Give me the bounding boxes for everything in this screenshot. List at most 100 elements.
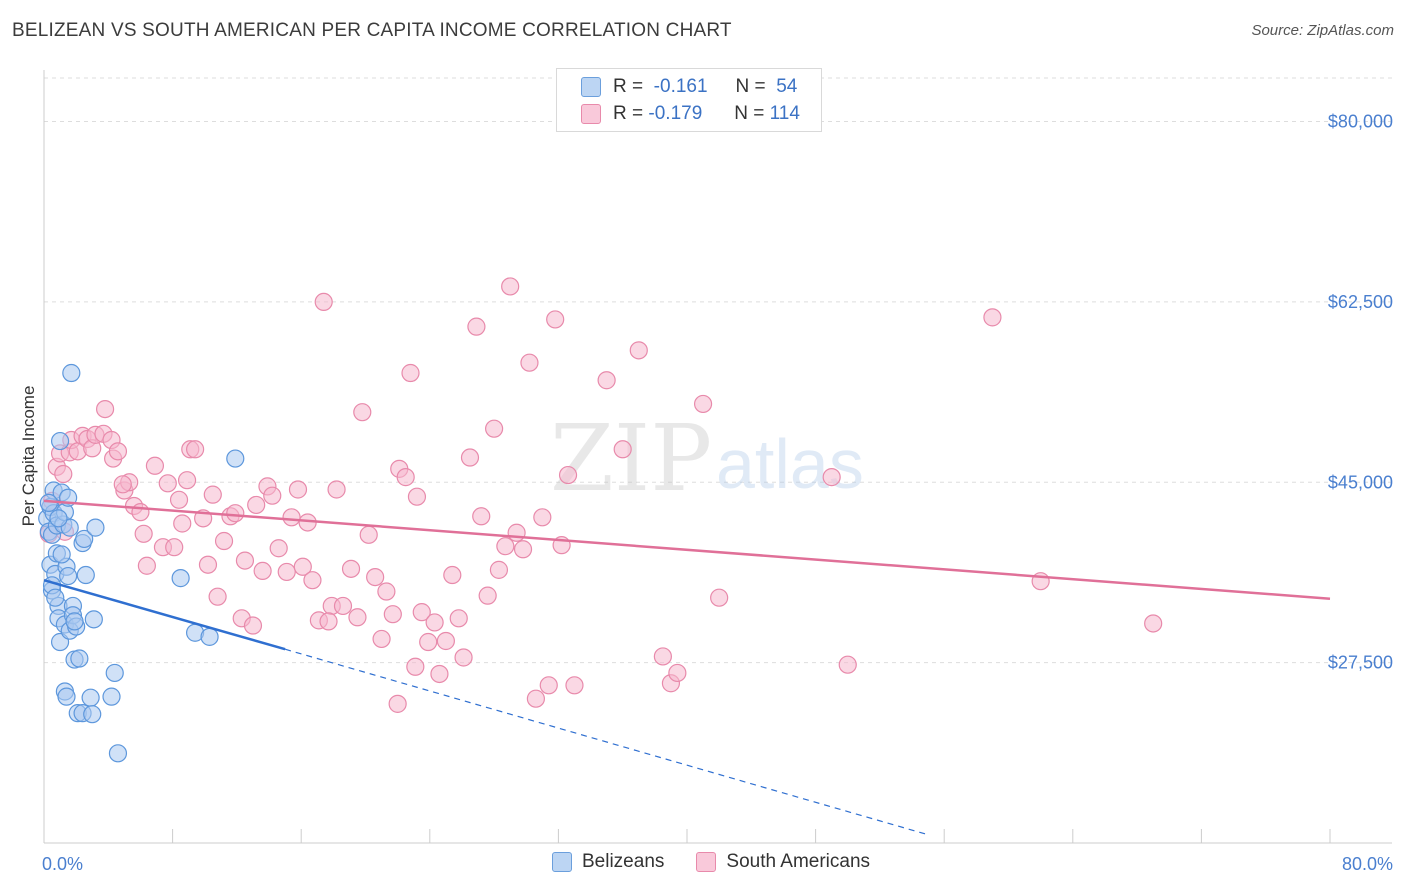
belizeans-point (105, 663, 124, 683)
series-legend-south-americans[interactable]: South Americans (696, 851, 870, 873)
belizeans-point (50, 431, 70, 451)
watermark-zip: ZIP (550, 405, 712, 512)
south-americans-point (653, 647, 672, 666)
south-americans-point (226, 504, 245, 523)
south-americans-point (613, 440, 632, 459)
belizeans-point (86, 518, 105, 537)
belizeans-point (59, 566, 78, 586)
south-americans-point (269, 539, 288, 558)
south-americans-point (539, 676, 558, 695)
south-americans-trend-line (43, 499, 1331, 600)
south-americans-point (293, 557, 312, 576)
belizeans-swatch (552, 852, 572, 872)
south-americans-point (443, 565, 462, 585)
legend-n-label: N = (734, 103, 765, 124)
belizeans-point (171, 569, 190, 588)
y-tick-labels: $27,500 $45,000 $62,500 $80,000 (1328, 112, 1393, 673)
belizeans-point (102, 687, 121, 706)
south-americans-point (513, 540, 533, 559)
belizeans-point (81, 688, 100, 707)
south-americans-point (533, 508, 552, 527)
belizeans-point (62, 363, 81, 383)
south-americans-point (546, 310, 565, 329)
south-americans-point (558, 465, 578, 485)
south-americans-point (478, 586, 497, 605)
legend-row-south-americans: R = -0.179 N = 114 (581, 101, 800, 127)
legend-n-value: 114 (769, 103, 800, 124)
south-americans-point (303, 571, 322, 590)
south-americans-point (388, 694, 407, 713)
belizeans-point (226, 449, 245, 468)
south-americans-point (341, 559, 361, 578)
belizeans-trend-extension (284, 648, 929, 836)
belizeans-point (83, 705, 102, 724)
south-americans-point (430, 664, 449, 684)
south-americans-point (501, 277, 520, 296)
south-americans-point (597, 371, 616, 390)
south-americans-point (208, 587, 227, 606)
south-americans-point (526, 689, 545, 708)
south-americans-point (54, 464, 73, 484)
south-americans-point (359, 525, 378, 544)
south-americans-point (983, 308, 1002, 327)
belizeans-point (76, 565, 95, 585)
south-americans-point (353, 403, 372, 422)
south-americans-point (214, 531, 234, 551)
south-americans-point (449, 609, 468, 628)
belizeans-point (84, 610, 103, 629)
belizeans-point (49, 509, 68, 528)
south-americans-point (108, 442, 128, 461)
legend-n-value: 54 (776, 76, 798, 97)
y-axis-label: Per Capita Income (19, 386, 38, 527)
south-americans-point (186, 440, 205, 459)
belizeans-point (57, 687, 76, 706)
chart-title: BELIZEAN VS SOUTH AMERICAN PER CAPITA IN… (12, 20, 732, 41)
legend-r-value: -0.161 (653, 76, 708, 97)
south-americans-point (327, 480, 346, 499)
gridlines (44, 77, 1392, 664)
belizeans-point (46, 588, 65, 607)
south-americans-point (169, 490, 189, 509)
south-americans-point (235, 551, 255, 570)
south-americans-point (377, 582, 396, 601)
belizeans-point (200, 627, 219, 646)
series-legend-belizeans[interactable]: Belizeans (552, 851, 664, 873)
south-americans-point (460, 448, 480, 467)
south-americans-point (565, 676, 584, 695)
south-americans-point (454, 648, 473, 667)
belizeans-point (75, 529, 94, 549)
watermark: ZIP atlas (550, 405, 864, 512)
south-americans-point (396, 468, 415, 487)
belizeans-point (65, 612, 84, 631)
legend-row-belizeans: R = -0.161 N = 54 (581, 74, 797, 100)
south-americans-point (496, 537, 515, 556)
south-americans-point (693, 394, 713, 414)
south-americans-point (158, 474, 177, 493)
legend-r-label: R = (613, 103, 644, 124)
south-americans-point (366, 567, 385, 587)
south-americans-point (419, 632, 438, 652)
south-americans-point (131, 503, 150, 522)
south-americans-label: South Americans (726, 851, 871, 872)
belizeans-point (70, 649, 89, 668)
belizeans-point (108, 744, 128, 763)
south-americans-point (173, 514, 192, 533)
south-americans-point (472, 507, 491, 526)
legend-n-label: N = (735, 76, 766, 97)
legend-swatch-blue (581, 77, 601, 97)
legend-r-value: -0.179 (648, 103, 703, 124)
south-americans-point (113, 475, 132, 494)
south-americans-point (406, 657, 425, 676)
south-americans-point (383, 605, 402, 624)
south-americans-point (314, 292, 333, 311)
south-americans-point (668, 663, 687, 683)
south-americans-point (243, 616, 263, 635)
south-americans-point (838, 655, 857, 674)
legend-swatch-pink (581, 104, 601, 124)
south-americans-point (247, 495, 266, 515)
south-americans-point (288, 480, 308, 499)
x-ticks (43, 829, 1331, 843)
south-americans-point (137, 556, 156, 575)
y-tick-label: $80,000 (1328, 112, 1393, 132)
